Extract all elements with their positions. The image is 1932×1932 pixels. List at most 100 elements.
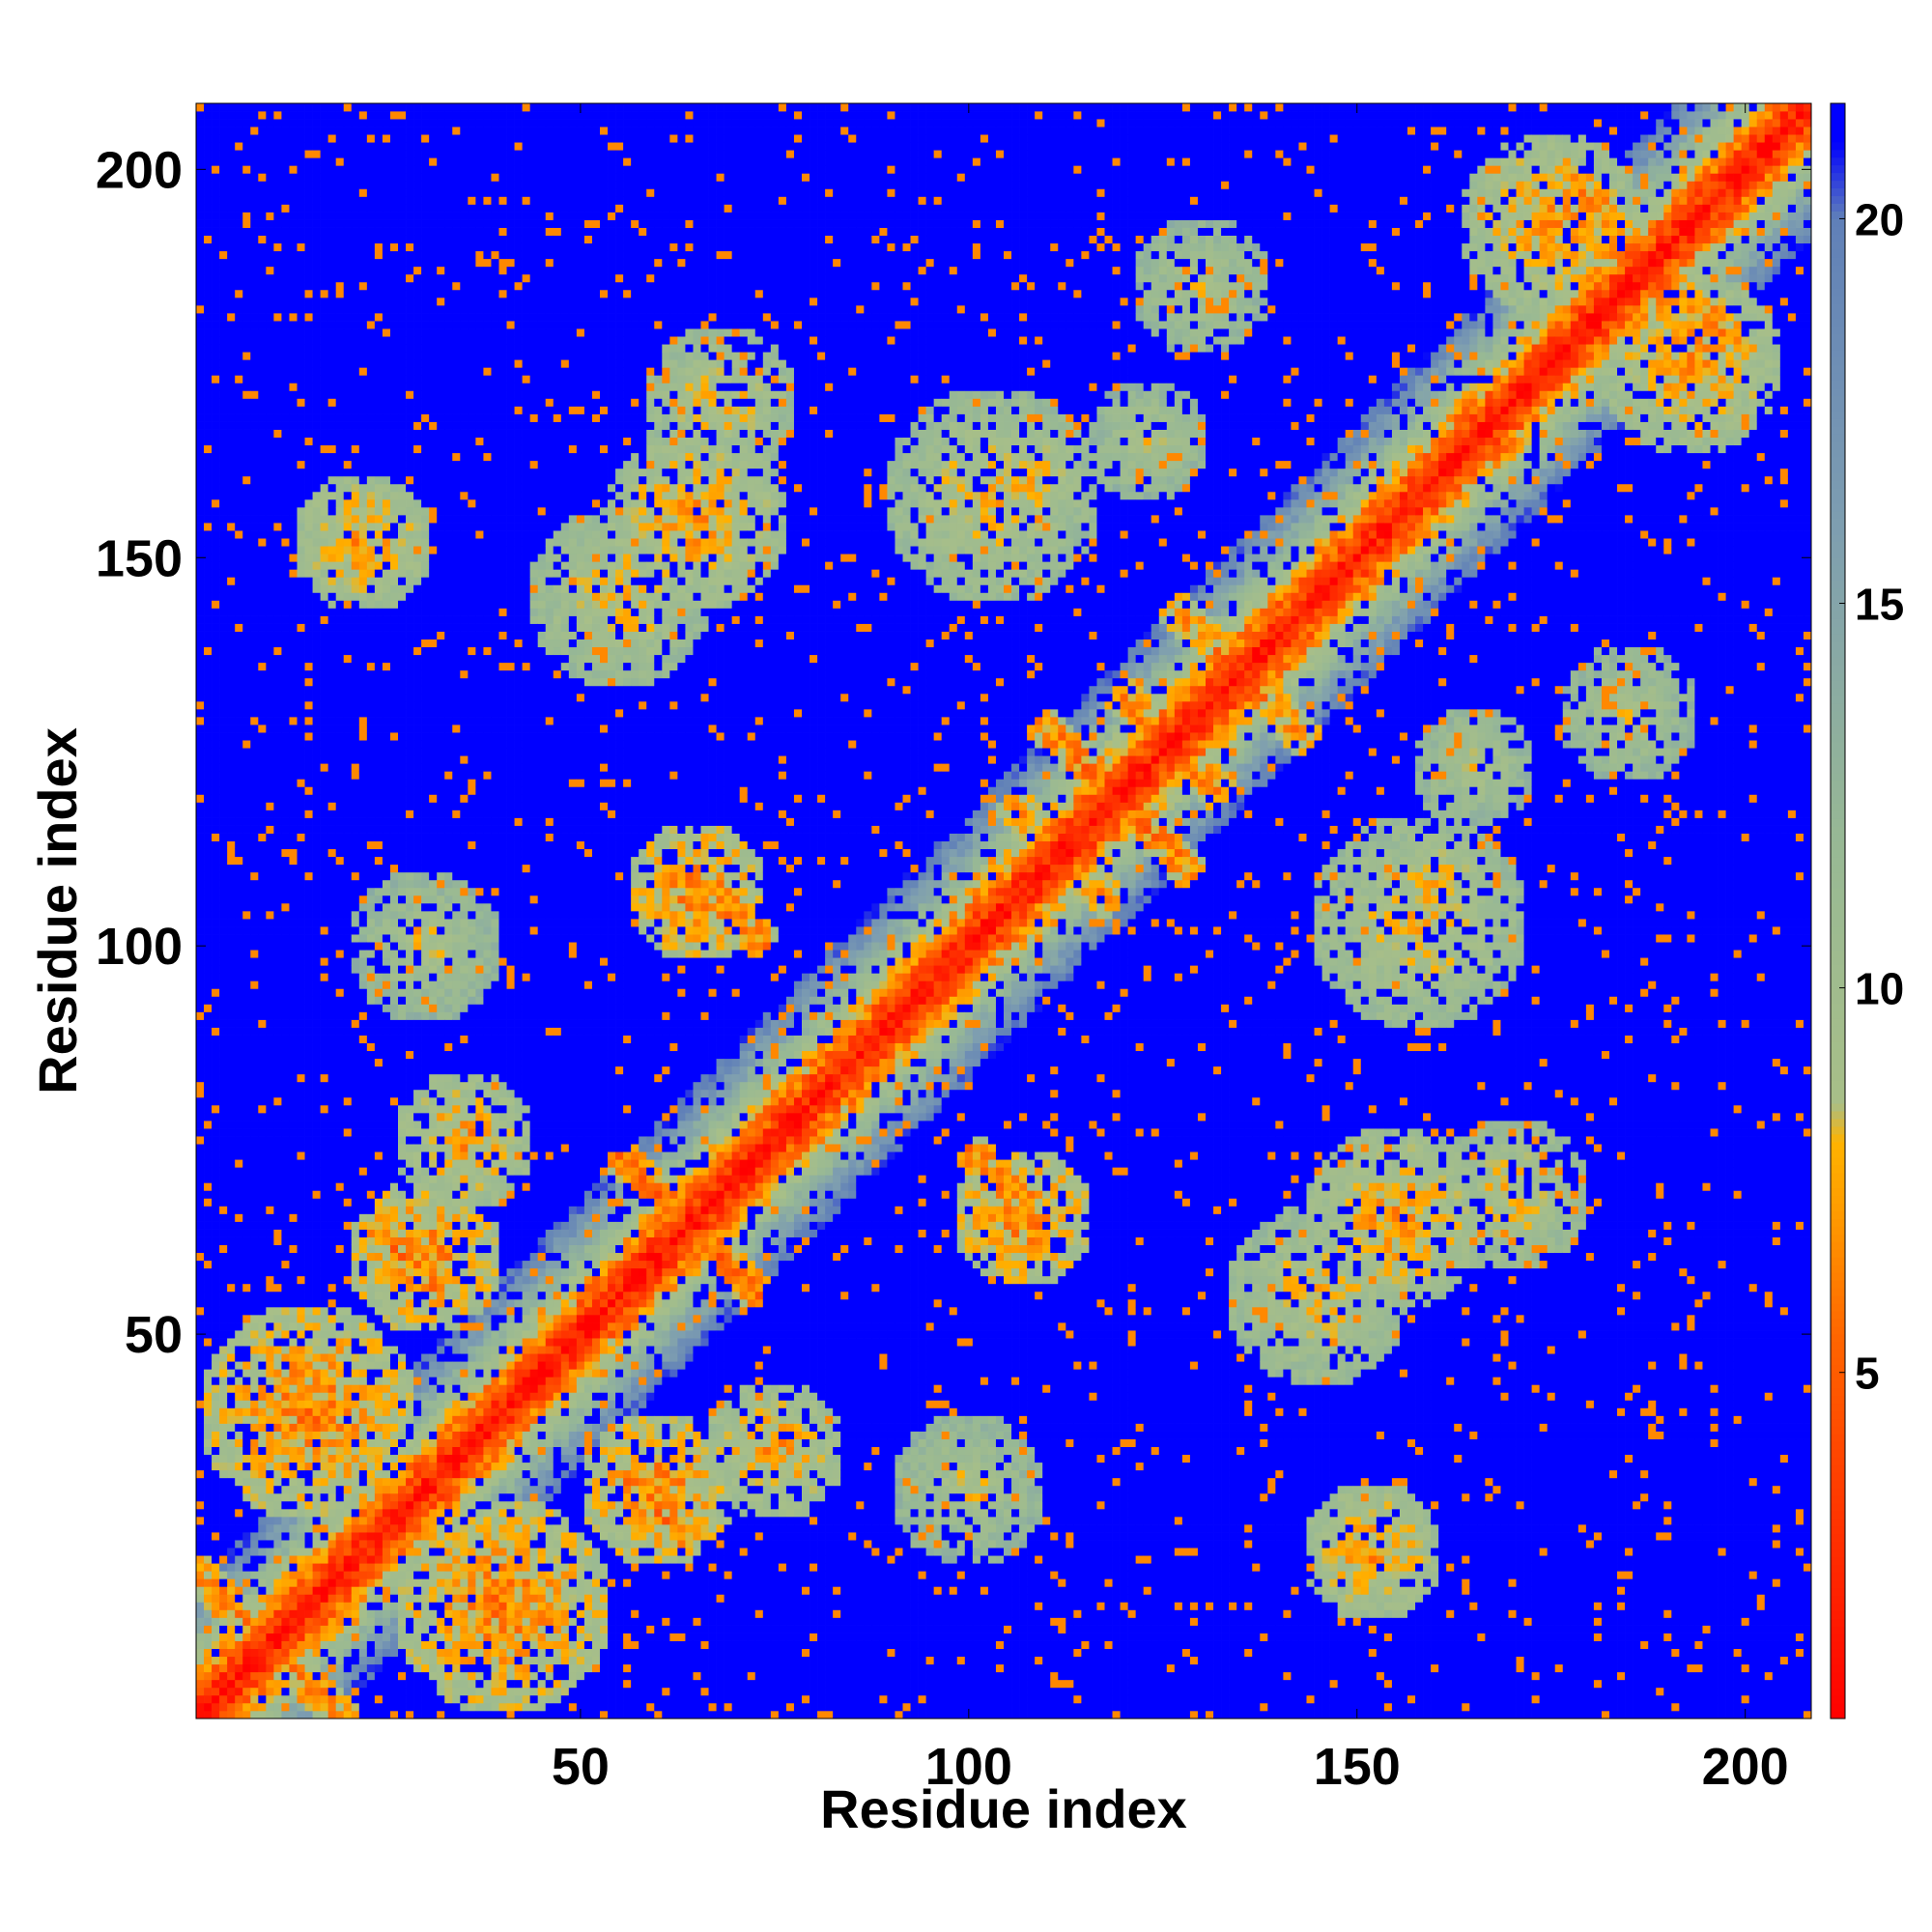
heatmap-cell [196,1626,204,1634]
heatmap-cell [227,1206,235,1213]
heatmap-cell [266,398,273,406]
heatmap-cell [242,469,250,476]
heatmap-cell [242,1392,250,1400]
heatmap-cell [235,663,242,670]
heatmap-cell [235,1439,242,1447]
heatmap-cell [227,538,235,546]
heatmap-cell [266,111,273,119]
heatmap-cell [204,592,212,600]
heatmap-cell [204,888,212,895]
heatmap-cell [204,546,212,554]
heatmap-cell [258,499,266,507]
heatmap-cell [212,1051,219,1059]
heatmap-cell [250,841,258,849]
heatmap-cell [196,1463,204,1470]
heatmap-cell [212,988,219,996]
heatmap-cell [266,724,273,732]
heatmap-cell [212,103,219,111]
heatmap-cell [219,546,227,554]
heatmap-cells [196,103,1811,1719]
heatmap-cell [266,259,273,267]
heatmap-cell [250,1206,258,1213]
heatmap-cell [219,492,227,499]
heatmap-cell [212,313,219,321]
heatmap-cell [204,694,212,701]
heatmap-cell [227,367,235,375]
heatmap-cell [219,1463,227,1470]
heatmap-cell [196,1136,204,1144]
heatmap-cell [235,1486,242,1493]
heatmap-cell [212,414,219,422]
heatmap-cell [242,1711,250,1719]
heatmap-cell [196,670,204,678]
heatmap-cell [219,950,227,957]
heatmap-cell [235,1167,242,1175]
heatmap-cell [196,686,204,694]
heatmap-cell [258,119,266,127]
heatmap-cell [196,119,204,127]
heatmap-cell [219,1113,227,1121]
heatmap-cell [196,1214,204,1222]
heatmap-cell [266,1043,273,1051]
heatmap-cell [266,942,273,950]
heatmap-cell [258,1478,266,1486]
heatmap-cell [250,888,258,895]
heatmap-cell [212,1384,219,1392]
heatmap-cell [258,274,266,282]
heatmap-cell [204,103,212,111]
heatmap-cell [258,336,266,344]
heatmap-cell [227,1059,235,1066]
heatmap-cell [196,895,204,903]
heatmap-cell [204,988,212,996]
heatmap-cell [242,165,250,173]
heatmap-cell [235,1672,242,1680]
heatmap-cell [212,1214,219,1222]
heatmap-cell [258,1128,266,1136]
heatmap-cell [212,1501,219,1509]
heatmap-cell [242,1113,250,1121]
heatmap-cell [219,453,227,461]
heatmap-cell [204,1074,212,1082]
heatmap-cell [196,414,204,422]
heatmap-cell [219,1618,227,1626]
heatmap-cell [212,1649,219,1657]
heatmap-cell [250,678,258,686]
heatmap-cell [227,290,235,298]
heatmap-cell [242,686,250,694]
heatmap-cell [219,1330,227,1338]
heatmap-cell [227,530,235,538]
heatmap-cell [204,1470,212,1478]
heatmap-cell [250,461,258,469]
heatmap-cell [212,142,219,150]
heatmap-cell [273,1571,281,1578]
heatmap-cell [258,647,266,655]
heatmap-cell [196,259,204,267]
heatmap-cell [250,236,258,243]
heatmap-cell [227,1299,235,1307]
heatmap-cell [204,980,212,988]
heatmap-cell [266,1222,273,1230]
heatmap-cell [235,786,242,794]
heatmap-cell [219,476,227,484]
heatmap-cell [235,469,242,476]
heatmap-cell [227,1532,235,1540]
heatmap-cell [219,1167,227,1175]
heatmap-cell [227,655,235,663]
heatmap-cell [227,1222,235,1230]
heatmap-cell [219,755,227,763]
heatmap-cell [235,220,242,228]
heatmap-cell [250,732,258,740]
heatmap-cell [235,1082,242,1090]
heatmap-cell [204,282,212,290]
heatmap-cell [242,414,250,422]
heatmap-cell [258,367,266,375]
heatmap-cell [204,1416,212,1424]
heatmap-cell [266,919,273,926]
heatmap-cell [242,507,250,515]
heatmap-cell [196,507,204,515]
heatmap-cell [242,1175,250,1182]
heatmap-cell [212,732,219,740]
heatmap-cell [212,1555,219,1563]
heatmap-cell [250,1649,258,1657]
heatmap-cell [250,282,258,290]
